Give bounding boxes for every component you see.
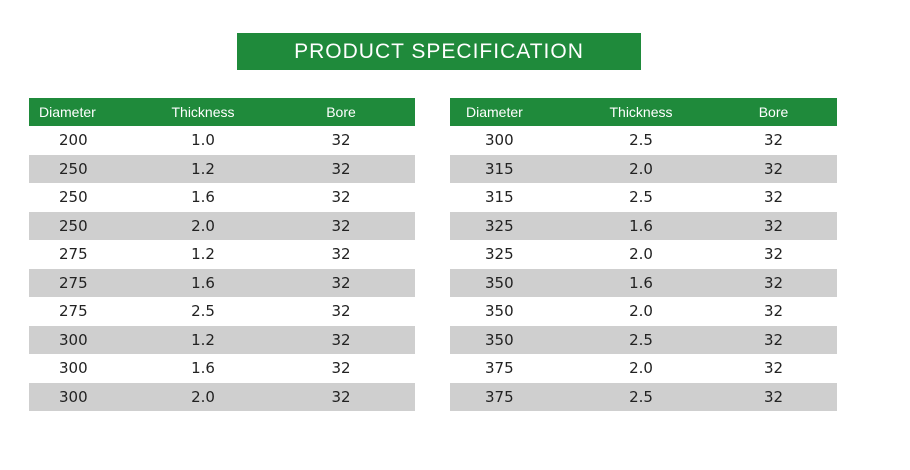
table-row: 200 1.0 32	[29, 126, 415, 155]
table-row: 275 1.2 32	[29, 240, 415, 269]
thickness-cell: 2.5	[629, 387, 653, 406]
table-header: Diameter Thickness Bore	[450, 98, 837, 126]
thickness-cell: 2.0	[629, 302, 653, 321]
diameter-cell: 325	[485, 216, 514, 235]
diameter-cell: 250	[59, 216, 88, 235]
thickness-cell: 1.2	[191, 245, 215, 264]
header-diameter: Diameter	[466, 104, 523, 120]
diameter-cell: 350	[485, 330, 514, 349]
bore-cell: 32	[763, 302, 784, 321]
diameter-cell: 250	[59, 188, 88, 207]
table-header: Diameter Thickness Bore	[29, 98, 415, 126]
table-row: 350 2.0 32	[450, 297, 837, 326]
page-title: PRODUCT SPECIFICATION	[237, 33, 641, 70]
bore-cell: 32	[331, 131, 351, 150]
diameter-cell: 300	[59, 387, 88, 406]
spec-table-right: Diameter Thickness Bore 300 2.5 32 315 2.0 32…	[450, 98, 837, 411]
thickness-cell: 2.0	[191, 216, 215, 235]
diameter-cell: 315	[485, 188, 514, 207]
thickness-cell: 1.6	[191, 273, 215, 292]
bore-cell: 32	[763, 330, 784, 349]
bore-cell: 32	[331, 330, 351, 349]
bore-cell: 32	[763, 159, 784, 178]
table-row: 300 1.6 32	[29, 354, 415, 383]
table-row: 300 2.0 32	[29, 382, 415, 411]
table-row: 300 1.2 32	[29, 325, 415, 354]
diameter-cell: 275	[59, 302, 88, 321]
diameter-cell: 325	[485, 245, 514, 264]
thickness-cell: 2.0	[629, 359, 653, 378]
spec-table-left: Diameter Thickness Bore 200 1.0 32 250 1.2 32…	[29, 98, 415, 411]
table-row: 325 2.0 32	[450, 240, 837, 269]
bore-cell: 32	[331, 188, 351, 207]
thickness-cell: 1.6	[191, 188, 215, 207]
thickness-cell: 2.5	[629, 131, 653, 150]
table-body: 200 1.0 32 250 1.2 32 250 1.6 32 250 2.0 32 275 1.2 32…	[29, 126, 415, 411]
thickness-cell: 1.2	[191, 159, 215, 178]
bore-cell: 32	[331, 359, 351, 378]
diameter-cell: 300	[485, 131, 514, 150]
thickness-cell: 1.6	[629, 273, 653, 292]
bore-cell: 32	[331, 387, 351, 406]
header-bore: Bore	[758, 104, 789, 120]
table-row: 275 1.6 32	[29, 268, 415, 297]
diameter-cell: 315	[485, 159, 514, 178]
header-thickness: Thickness	[171, 104, 235, 120]
table-row: 250 1.2 32	[29, 154, 415, 183]
bore-cell: 32	[331, 273, 351, 292]
diameter-cell: 350	[485, 302, 514, 321]
bore-cell: 32	[331, 159, 351, 178]
diameter-cell: 275	[59, 273, 88, 292]
bore-cell: 32	[331, 216, 351, 235]
diameter-cell: 250	[59, 159, 88, 178]
bore-cell: 32	[763, 387, 784, 406]
diameter-cell: 300	[59, 359, 88, 378]
thickness-cell: 1.6	[191, 359, 215, 378]
header-thickness: Thickness	[609, 104, 673, 120]
diameter-cell: 375	[485, 359, 514, 378]
bore-cell: 32	[763, 216, 784, 235]
table-row: 250 1.6 32	[29, 183, 415, 212]
table-row: 350 1.6 32	[450, 268, 837, 297]
bore-cell: 32	[331, 302, 351, 321]
table-row: 375 2.5 32	[450, 382, 837, 411]
bore-cell: 32	[763, 245, 784, 264]
bore-cell: 32	[763, 188, 784, 207]
diameter-cell: 375	[485, 387, 514, 406]
thickness-cell: 2.5	[629, 188, 653, 207]
diameter-cell: 200	[59, 131, 88, 150]
diameter-cell: 300	[59, 330, 88, 349]
table-body: 300 2.5 32 315 2.0 32 315 2.5 32 325 1.6 32 325 2.0 32…	[450, 126, 837, 411]
table-row: 315 2.5 32	[450, 183, 837, 212]
header-bore: Bore	[326, 104, 356, 120]
header-diameter: Diameter	[39, 104, 96, 120]
thickness-cell: 2.5	[191, 302, 215, 321]
diameter-cell: 275	[59, 245, 88, 264]
thickness-cell: 2.5	[629, 330, 653, 349]
table-row: 250 2.0 32	[29, 211, 415, 240]
table-row: 275 2.5 32	[29, 297, 415, 326]
table-row: 350 2.5 32	[450, 325, 837, 354]
table-row: 325 1.6 32	[450, 211, 837, 240]
thickness-cell: 1.2	[191, 330, 215, 349]
thickness-cell: 2.0	[191, 387, 215, 406]
bore-cell: 32	[763, 131, 784, 150]
table-row: 300 2.5 32	[450, 126, 837, 155]
thickness-cell: 2.0	[629, 159, 653, 178]
bore-cell: 32	[763, 359, 784, 378]
table-row: 375 2.0 32	[450, 354, 837, 383]
thickness-cell: 2.0	[629, 245, 653, 264]
table-row: 315 2.0 32	[450, 154, 837, 183]
bore-cell: 32	[763, 273, 784, 292]
thickness-cell: 1.6	[629, 216, 653, 235]
diameter-cell: 350	[485, 273, 514, 292]
bore-cell: 32	[331, 245, 351, 264]
thickness-cell: 1.0	[191, 131, 215, 150]
